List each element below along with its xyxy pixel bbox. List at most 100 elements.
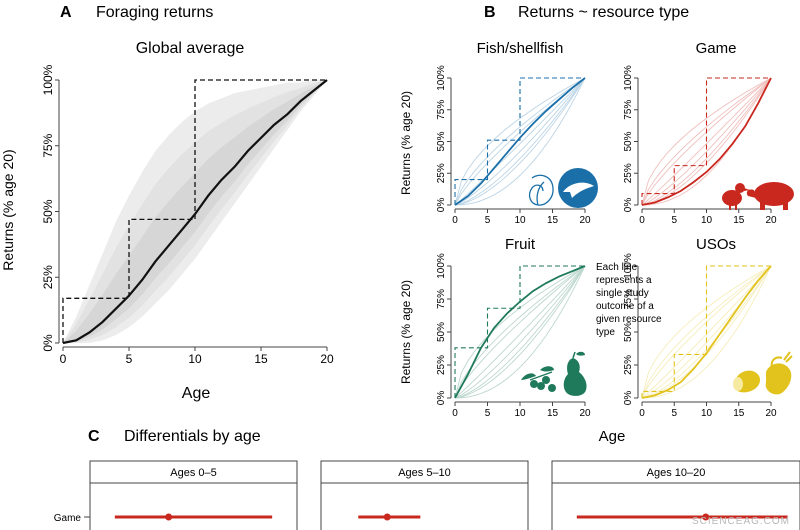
panel-b-letter: B [484, 4, 496, 21]
y-tick-label: 75% [41, 133, 55, 157]
facet-header [551, 460, 800, 484]
game-title: Game [696, 40, 737, 57]
note-line: type [596, 327, 615, 338]
x-tick-label: 10 [188, 352, 202, 366]
x-tick-label: 10 [701, 215, 713, 226]
study-line [454, 77, 586, 206]
y-tick-label: 75% [436, 289, 447, 309]
study-line [454, 265, 586, 399]
x-tick-label: 15 [254, 352, 268, 366]
fish-ylabel: Returns (% age 20) [399, 91, 413, 195]
estimate-point [702, 513, 710, 521]
differentials-plot: Ages 0–5 Ages 5–10 Ages 10–20 Game [54, 460, 800, 530]
main-curve [454, 77, 586, 206]
facet-label: Ages 10–20 [647, 467, 706, 479]
y-tick-label: 100% [623, 65, 634, 91]
facet-label: Ages 5–10 [398, 467, 451, 479]
global-average-plot: 0 5 10 15 20 0% 25% 50% 75% 100% [41, 64, 334, 366]
x-tick-label: 10 [514, 408, 526, 419]
x-tick-label: 15 [547, 408, 559, 419]
panel-a-ylabel: Returns (% age 20) [0, 149, 16, 270]
shell-icon [528, 174, 554, 206]
main-curve [454, 265, 586, 399]
study-line [454, 265, 586, 399]
facet-label: Ages 0–5 [170, 467, 216, 479]
y-tick-label: 0% [41, 334, 55, 352]
fruit-plot: 0 5 10 15 20 0% 25% 50% 75% 100% [436, 253, 591, 419]
y-tick-label: 50% [41, 199, 55, 223]
y-tick-label: 100% [436, 65, 447, 91]
y-tick-label: 0% [436, 198, 447, 213]
x-tick-label: 20 [765, 215, 777, 226]
y-tick-label: 75% [436, 100, 447, 120]
tapir-icon [746, 182, 794, 210]
y-tick-label: 100% [41, 64, 55, 95]
study-line [641, 77, 772, 206]
x-tick-label: 0 [639, 408, 645, 419]
y-tick-label: 75% [623, 289, 634, 309]
study-line [454, 265, 586, 399]
x-tick-label: 20 [320, 352, 334, 366]
x-tick-label: 0 [452, 215, 458, 226]
study-line [641, 265, 772, 399]
x-tick-label: 0 [452, 408, 458, 419]
y-tick-label: 75% [623, 100, 634, 120]
panel-b-title: Returns ~ resource type [518, 4, 689, 21]
note-line: Each line [596, 262, 638, 273]
study-line [641, 77, 772, 206]
study-line [454, 77, 586, 206]
study-line [641, 77, 772, 206]
facet-header [320, 460, 529, 484]
note-line: given resource [596, 314, 662, 325]
x-tick-label: 20 [579, 408, 591, 419]
main-curve [62, 79, 328, 345]
x-tick-label: 0 [639, 215, 645, 226]
estimate-point [383, 513, 391, 521]
y-tick-label: 50% [623, 322, 634, 342]
study-line [454, 77, 586, 206]
panel-c-letter: C [88, 428, 100, 445]
y-tick-label: 0% [623, 391, 634, 406]
pear-icon [563, 351, 587, 396]
watermark: SCIENCEAG.COM [692, 516, 790, 527]
y-tick-label: 50% [623, 131, 634, 151]
x-tick-label: 15 [733, 215, 745, 226]
estimate-point [165, 513, 173, 521]
fish-shellfish-plot: 0 5 10 15 20 0% 25% 50% 75% 100% [436, 65, 591, 226]
note-line: represents a [596, 275, 652, 286]
tuber-icon [733, 370, 760, 393]
y-tick-label: 25% [41, 265, 55, 289]
study-line [454, 265, 586, 399]
y-tick-label: 25% [436, 355, 447, 375]
y-tick-label: 25% [623, 163, 634, 183]
x-tick-label: 5 [485, 408, 491, 419]
y-tick-label: 100% [623, 253, 634, 279]
x-tick-label: 0 [60, 352, 67, 366]
fruit-ylabel: Returns (% age 20) [399, 280, 413, 384]
panel-a-letter: A [60, 4, 72, 21]
y-tick-label: 100% [436, 253, 447, 279]
bird-icon [722, 183, 750, 210]
x-tick-label: 10 [514, 215, 526, 226]
study-line [454, 77, 586, 206]
study-line [641, 77, 772, 206]
game-plot: 0 5 10 15 20 0% 25% 50% 75% 100% [623, 65, 777, 226]
panel-b-xlabel: Age [599, 428, 626, 445]
main-curve [641, 265, 772, 399]
note-line: single study [596, 288, 649, 299]
row-label: Game [54, 513, 82, 524]
x-tick-label: 20 [579, 215, 591, 226]
x-tick-label: 15 [547, 215, 559, 226]
y-tick-label: 0% [436, 391, 447, 406]
note-line: outcome of a [596, 301, 654, 312]
study-line [641, 77, 772, 206]
fruit-title: Fruit [505, 236, 536, 253]
dolphin-icon [558, 168, 598, 208]
fish-title: Fish/shellfish [477, 40, 564, 57]
facet-header [89, 460, 298, 484]
panel-c-title: Differentials by age [124, 428, 261, 445]
step-dashed-line [454, 265, 585, 398]
study-line [454, 77, 586, 206]
y-tick-label: 25% [623, 355, 634, 375]
